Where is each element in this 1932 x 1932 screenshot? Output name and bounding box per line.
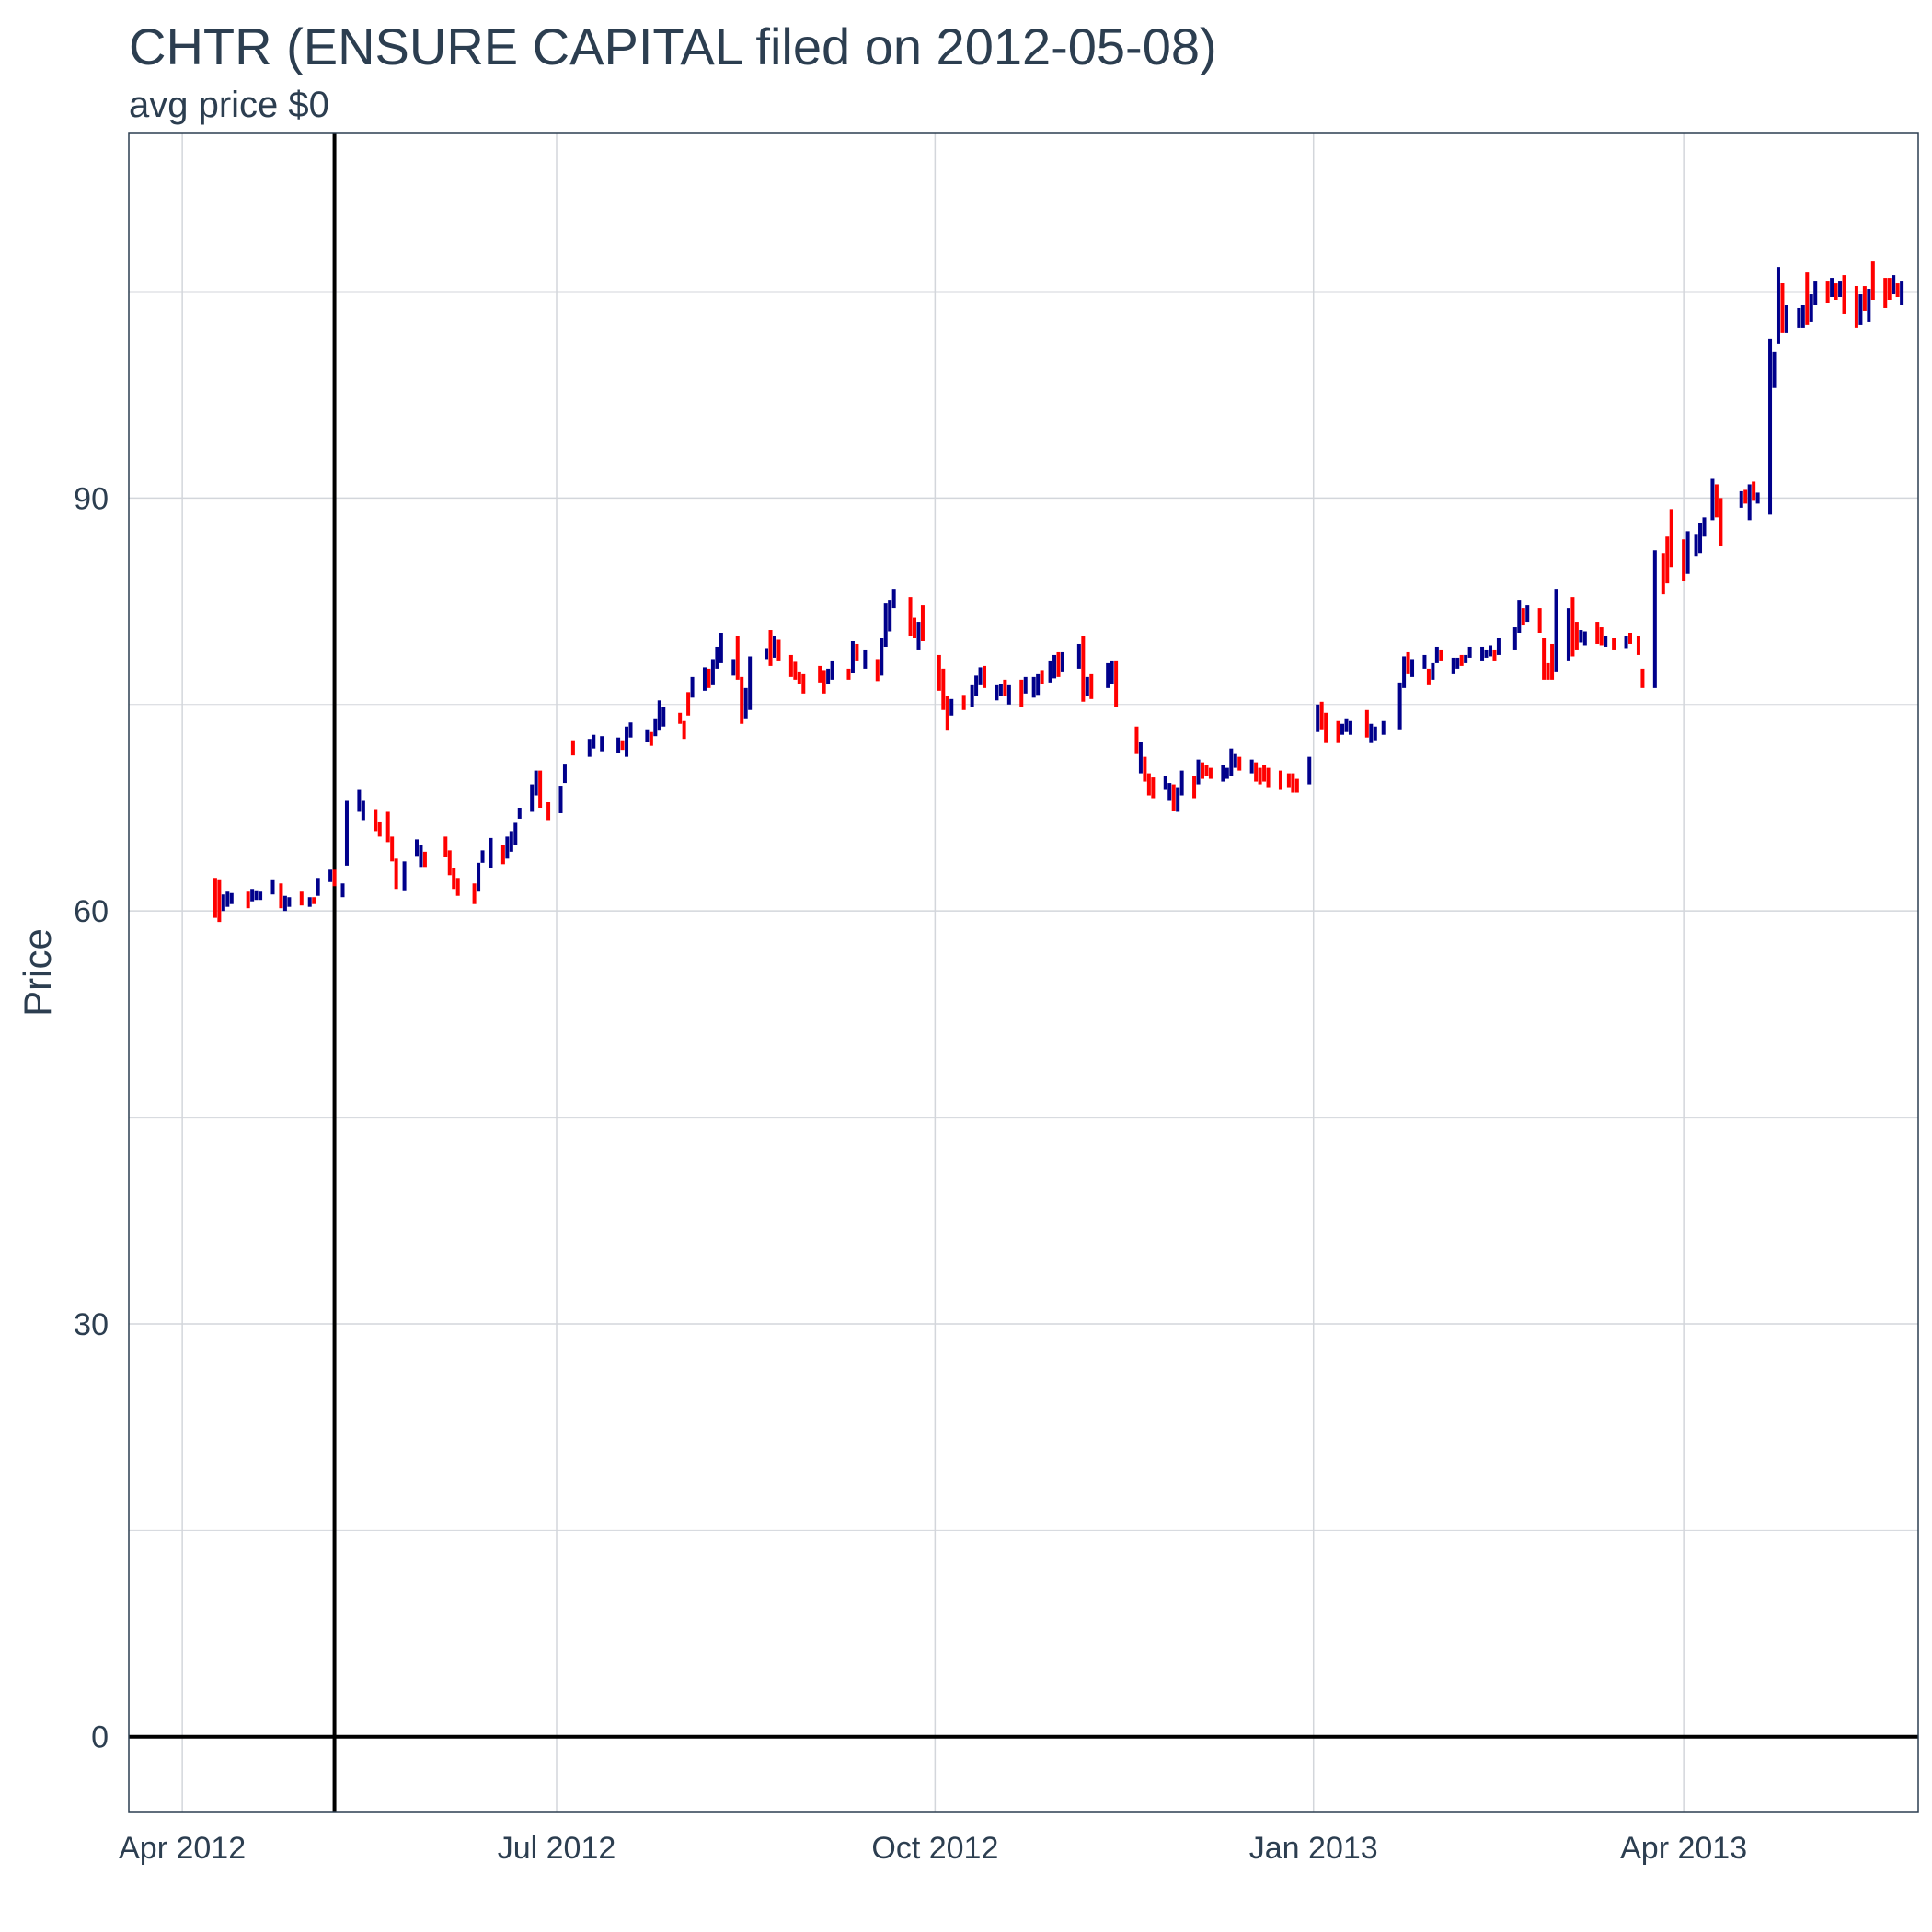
x-axis-ticks: Apr 2012 Jul 2012 Oct 2012 Jan 2013 Apr 2013 — [119, 1831, 1747, 1866]
y-tick-label: 30 — [74, 1307, 109, 1342]
x-tick-label: Apr 2013 — [1620, 1831, 1747, 1866]
y-axis-label: Price — [16, 928, 59, 1017]
y-tick-label: 60 — [74, 894, 109, 929]
x-tick-label: Oct 2012 — [871, 1831, 998, 1866]
y-axis-ticks: 0 30 60 90 — [74, 481, 109, 1754]
x-tick-label: Jan 2013 — [1249, 1831, 1378, 1866]
chart-subtitle: avg price $0 — [129, 85, 329, 125]
y-tick-label: 90 — [74, 481, 109, 516]
plot-panel-background — [129, 133, 1918, 1812]
x-tick-label: Jul 2012 — [498, 1831, 616, 1866]
y-tick-label: 0 — [91, 1720, 109, 1755]
price-bars — [213, 261, 1904, 923]
reference-lines — [129, 133, 1918, 1812]
chart-title: CHTR (ENSURE CAPITAL filed on 2012-05-08… — [129, 17, 1217, 75]
plot-panel-frame — [128, 132, 1919, 1813]
x-tick-label: Apr 2012 — [119, 1831, 246, 1866]
